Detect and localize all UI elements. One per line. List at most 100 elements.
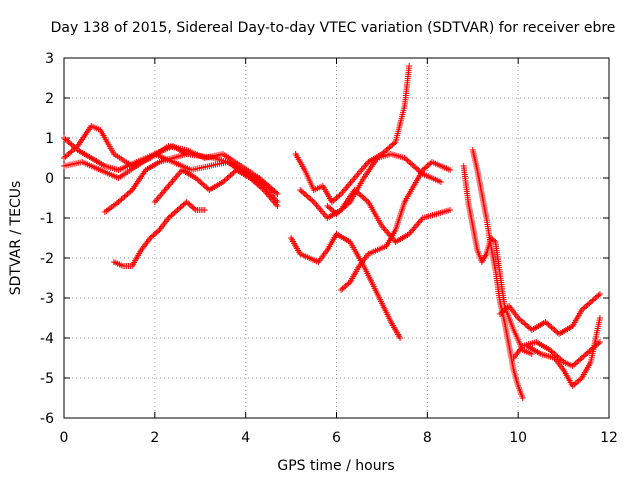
data-point xyxy=(151,231,158,237)
data-point xyxy=(306,195,313,201)
data-point xyxy=(61,155,67,161)
data-point xyxy=(154,228,161,235)
data-point xyxy=(195,177,202,184)
data-point xyxy=(548,324,555,331)
data-point xyxy=(64,137,71,144)
data-point xyxy=(359,193,366,200)
y-axis-label: SDTVAR / TECUs xyxy=(8,181,24,296)
data-point xyxy=(404,157,411,164)
data-point xyxy=(200,181,207,188)
data-point xyxy=(120,195,127,201)
x-tick-label: 2 xyxy=(150,430,159,446)
x-tick-label: 4 xyxy=(241,430,250,446)
data-point xyxy=(229,171,236,177)
data-point xyxy=(575,357,582,364)
data-point xyxy=(118,196,125,203)
chart-title: Day 138 of 2015, Sidereal Day-to-day VTE… xyxy=(51,20,616,36)
data-point xyxy=(333,195,340,201)
data-point xyxy=(168,212,175,219)
data-point xyxy=(171,209,178,216)
data-point xyxy=(307,196,314,203)
y-tick-label: -3 xyxy=(40,291,54,307)
data-point xyxy=(528,351,535,357)
data-point xyxy=(331,196,338,203)
data-point xyxy=(121,193,128,200)
data-point xyxy=(412,164,419,171)
data-point xyxy=(274,191,281,197)
y-tick-label: 0 xyxy=(45,171,54,187)
data-point xyxy=(584,349,591,356)
data-point xyxy=(183,199,190,205)
y-tick-label: -1 xyxy=(40,211,54,227)
grid xyxy=(64,58,609,418)
data-point xyxy=(357,192,364,199)
data-point xyxy=(584,301,591,308)
series-sat-8 xyxy=(292,63,413,205)
data-point xyxy=(360,195,367,201)
series-sat-14 xyxy=(497,291,603,337)
data-point xyxy=(335,193,342,200)
series-sat-3 xyxy=(61,143,190,181)
data-point xyxy=(148,233,155,240)
data-point xyxy=(583,303,590,309)
data-point xyxy=(298,188,305,195)
data-point xyxy=(170,211,176,217)
data-point xyxy=(521,320,528,327)
data-point xyxy=(580,353,587,360)
data-point xyxy=(595,292,602,299)
data-point xyxy=(596,339,603,345)
data-point xyxy=(397,335,404,341)
data-point xyxy=(424,163,431,169)
data-point xyxy=(575,377,582,384)
data-point xyxy=(64,152,71,159)
x-tick-label: 12 xyxy=(600,430,618,446)
data-point xyxy=(386,144,393,151)
data-point xyxy=(62,136,69,143)
data-point xyxy=(407,160,414,167)
y-tick-label: 2 xyxy=(45,91,54,107)
data-point xyxy=(447,167,454,173)
series-sat-15 xyxy=(510,339,603,369)
x-tick-label: 10 xyxy=(509,430,527,446)
series-sat-6 xyxy=(151,167,281,209)
data-point xyxy=(304,193,311,200)
x-tick-label: 6 xyxy=(332,430,341,446)
data-point xyxy=(185,200,192,207)
data-point xyxy=(180,201,187,208)
data-point xyxy=(226,173,233,180)
data-point xyxy=(447,207,454,213)
series-sat-4 xyxy=(101,151,281,215)
data-point xyxy=(437,179,444,185)
y-tick-label: 1 xyxy=(45,131,54,147)
data-point xyxy=(574,379,581,385)
data-point xyxy=(593,293,600,300)
x-tick-label: 0 xyxy=(60,430,69,446)
data-point xyxy=(123,192,130,199)
data-point xyxy=(62,153,69,160)
data-point xyxy=(61,135,67,141)
data-point xyxy=(325,204,332,211)
y-tick-labels: -6 -5 -4 -3 -2 -1 0 1 2 3 xyxy=(40,51,54,427)
data-point xyxy=(581,352,588,359)
data-point xyxy=(338,287,345,293)
data-point xyxy=(174,207,181,213)
data-point xyxy=(224,175,231,181)
series-sat-5 xyxy=(110,199,208,269)
data-point xyxy=(153,229,160,236)
data-point xyxy=(583,351,590,357)
data-point xyxy=(571,361,578,368)
series-sat-9 xyxy=(297,187,454,245)
data-point xyxy=(127,188,134,195)
data-point xyxy=(201,207,208,213)
y-tick-label: -4 xyxy=(40,331,54,347)
data-point xyxy=(186,201,193,208)
y-tick-label: -2 xyxy=(40,251,54,267)
data-point xyxy=(344,281,351,288)
data-point xyxy=(409,161,416,168)
data-point xyxy=(198,180,205,187)
series-sat-16 xyxy=(524,315,603,389)
data-point xyxy=(406,63,413,69)
data-point xyxy=(309,197,316,204)
data-point xyxy=(572,380,579,387)
